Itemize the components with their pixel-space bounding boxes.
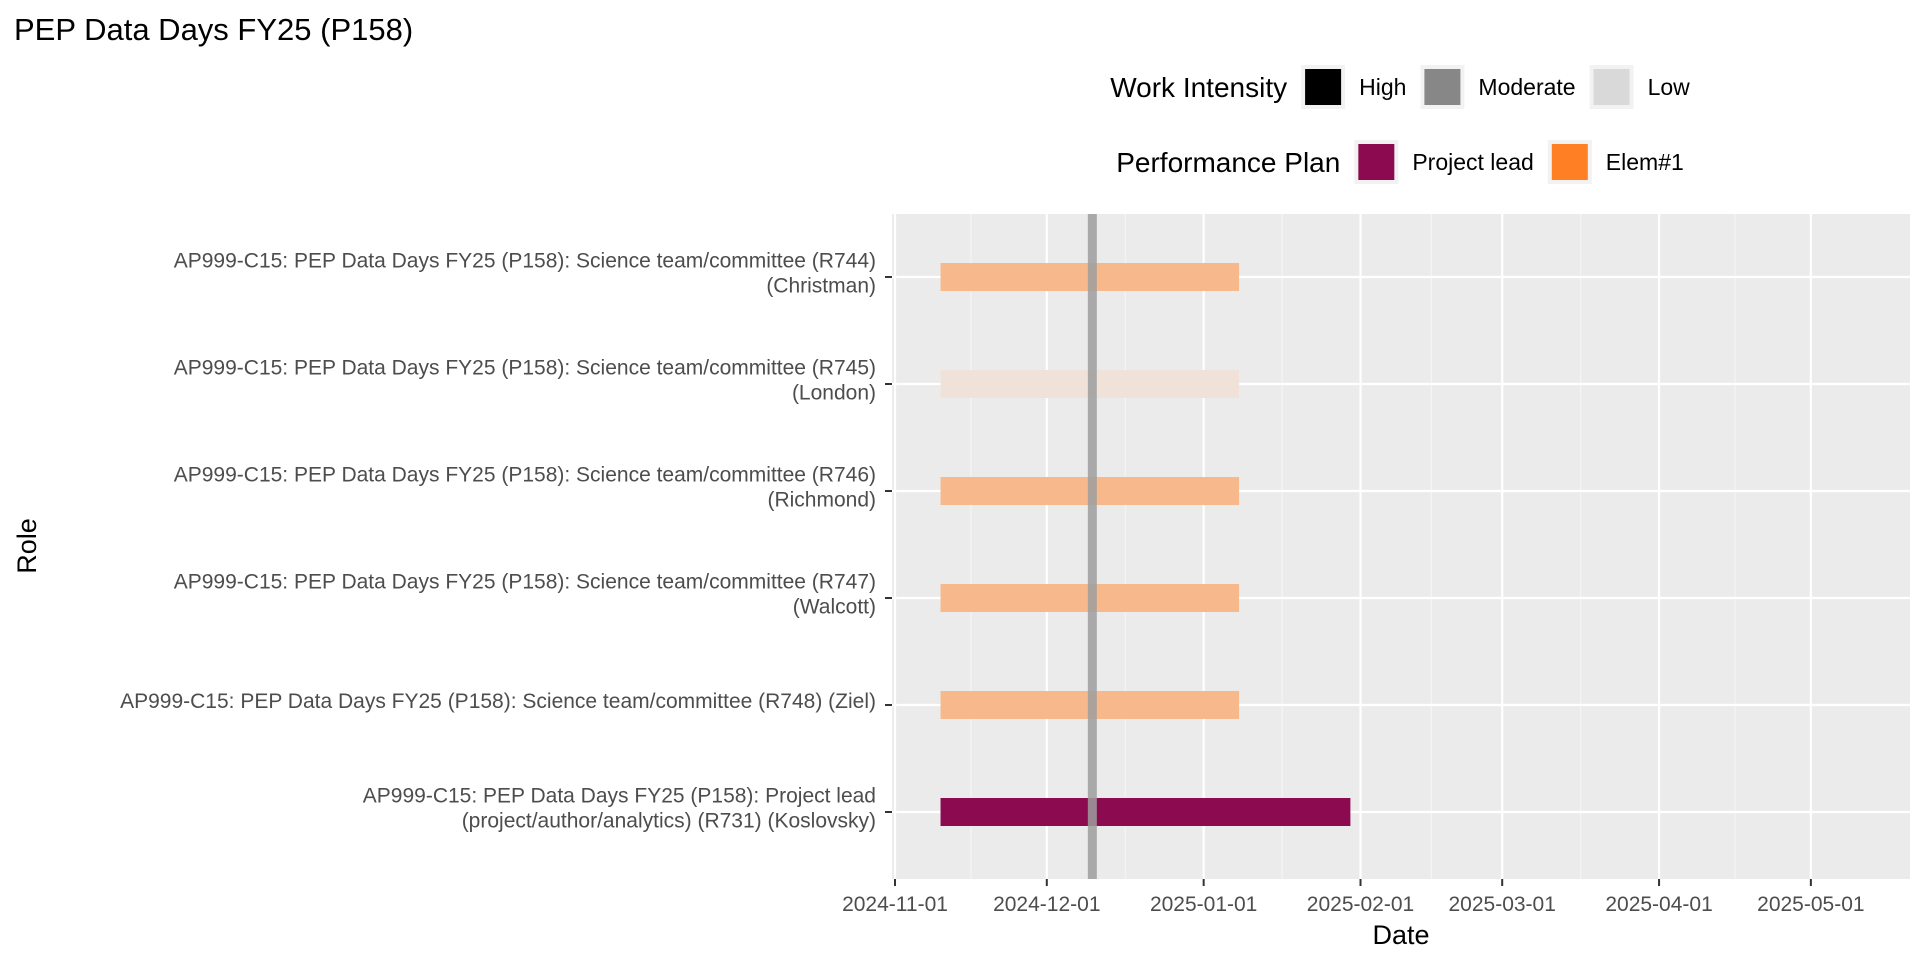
legend-swatch [1593,69,1630,105]
y-tick-label: (London) [792,382,876,405]
legend-label: Project lead [1412,149,1533,175]
x-tick-label: 2025-02-01 [1307,893,1414,916]
legend-group: Work Intensity High Moderate Low [1110,65,1690,109]
plot-panel [892,214,1910,879]
timeline-bar [940,798,1351,826]
legend-swatch [1358,144,1395,180]
y-tick-label: AP999-C15: PEP Data Days FY25 (P158): Sc… [174,464,876,487]
x-tick-label: 2025-01-01 [1150,893,1257,916]
legend-swatch [1305,69,1342,105]
legend-label: Low [1648,74,1691,100]
x-tick-label: 2025-05-01 [1757,893,1864,916]
y-tick-label: (Christman) [766,275,876,298]
legend-title: Work Intensity [1110,72,1287,103]
x-tick-label: 2024-11-01 [842,893,948,916]
legend-label: Moderate [1478,74,1575,100]
y-tick-label: AP999-C15: PEP Data Days FY25 (P158): Sc… [120,690,876,713]
legend-label: Elem#1 [1606,149,1684,175]
legend-label: High [1359,74,1406,100]
legend-group: Performance Plan Project lead Elem#1 [1116,140,1684,184]
x-axis: 2024-11-01 2024-12-01 2025-01-01 2025-02-01… [842,879,1865,916]
y-tick-label: AP999-C15: PEP Data Days FY25 (P158): Pr… [363,785,876,808]
y-axis: AP999-C15: PEP Data Days FY25 (P158): Sc… [120,250,892,833]
y-tick-label: AP999-C15: PEP Data Days FY25 (P158): Sc… [174,571,876,594]
legend-title: Performance Plan [1116,147,1340,178]
y-tick-label: (Walcott) [793,596,876,619]
chart-title: PEP Data Days FY25 (P158) [14,12,413,47]
y-tick-label: AP999-C15: PEP Data Days FY25 (P158): Sc… [174,250,876,273]
legend: Work Intensity High Moderate Low Performance… [1110,65,1690,184]
x-tick-label: 2025-03-01 [1448,893,1555,916]
y-tick-label: (project/author/analytics) (R731) (Koslo… [462,810,876,833]
x-axis-title: Date [1372,920,1429,950]
legend-swatch [1551,144,1588,180]
x-tick-label: 2024-12-01 [993,893,1100,916]
y-axis-title: Role [12,518,42,574]
y-tick-label: (Richmond) [767,489,876,512]
x-tick-label: 2025-04-01 [1605,893,1712,916]
y-tick-label: AP999-C15: PEP Data Days FY25 (P158): Sc… [174,357,876,380]
legend-swatch [1424,69,1461,105]
